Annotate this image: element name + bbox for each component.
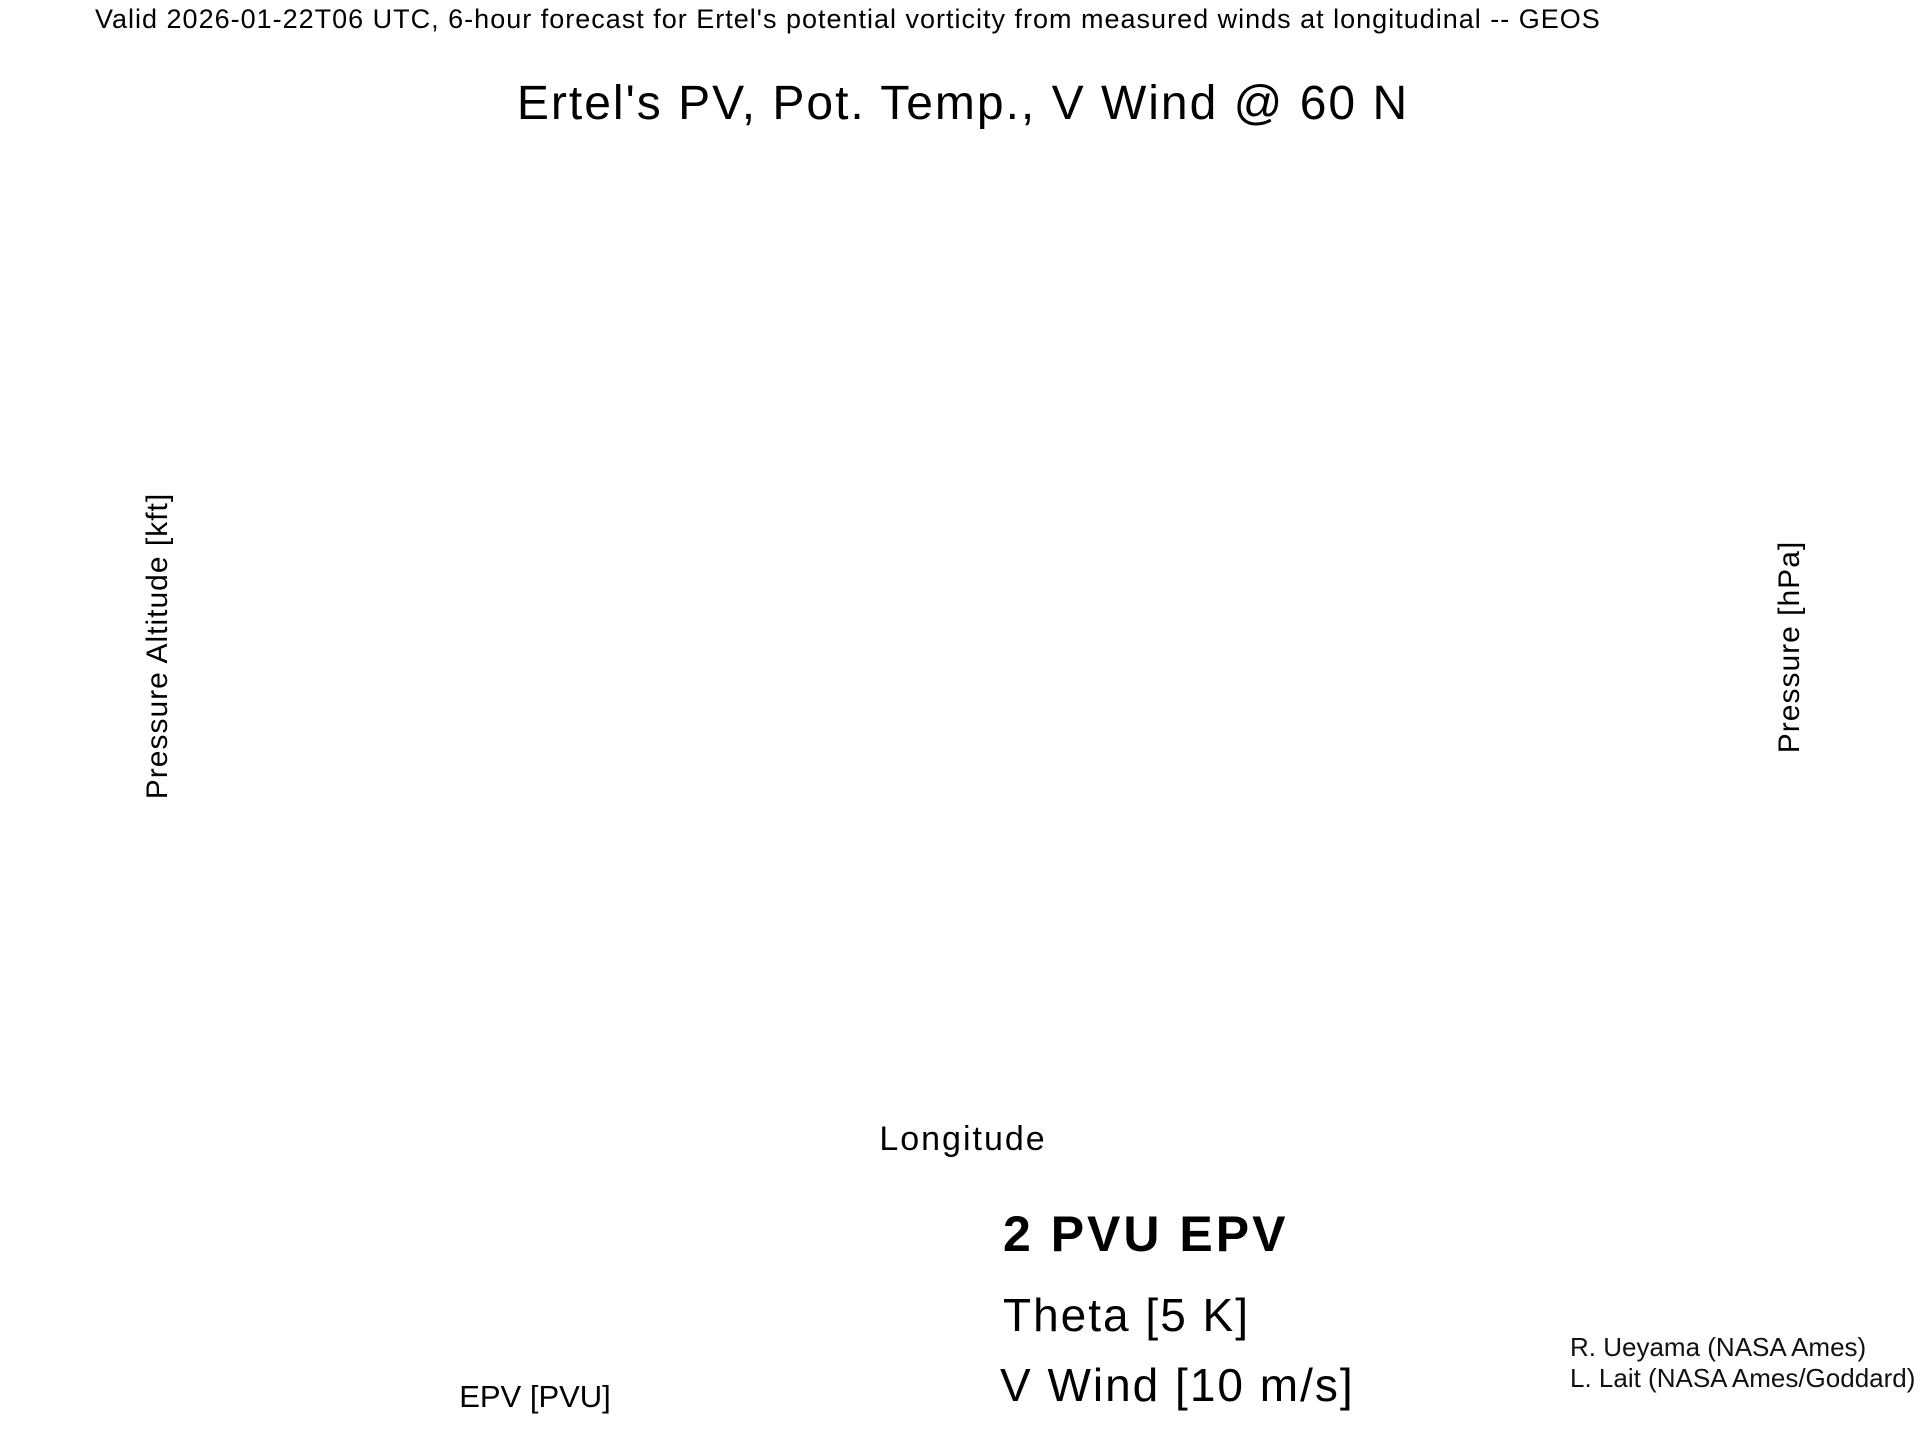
plot-title: Ertel's PV, Pot. Temp., V Wind @ 60 N	[516, 77, 1410, 130]
legend-2pvu-epv: 2 PVU EPV	[1003, 1206, 1289, 1262]
legend-theta: Theta [5 K]	[1003, 1289, 1251, 1341]
credits: R. Ueyama (NASA Ames) L. Lait (NASA Ames…	[1570, 1332, 1915, 1394]
right-axis-label: Pressure [hPa]	[1773, 540, 1806, 754]
credit-line-2: L. Lait (NASA Ames/Goddard)	[1570, 1363, 1916, 1393]
left-axis-label: Pressure Altitude [kft]	[141, 492, 174, 800]
legend-v-wind: V Wind [10 m/s]	[1000, 1359, 1355, 1411]
colorbar-title: EPV [PVU]	[459, 1379, 611, 1414]
credit-line-1: R. Ueyama (NASA Ames)	[1570, 1332, 1867, 1362]
validity-line: Valid 2026-01-22T06 UTC, 6-hour forecast…	[95, 4, 1601, 34]
bottom-axis-label: Longitude	[879, 1120, 1047, 1158]
